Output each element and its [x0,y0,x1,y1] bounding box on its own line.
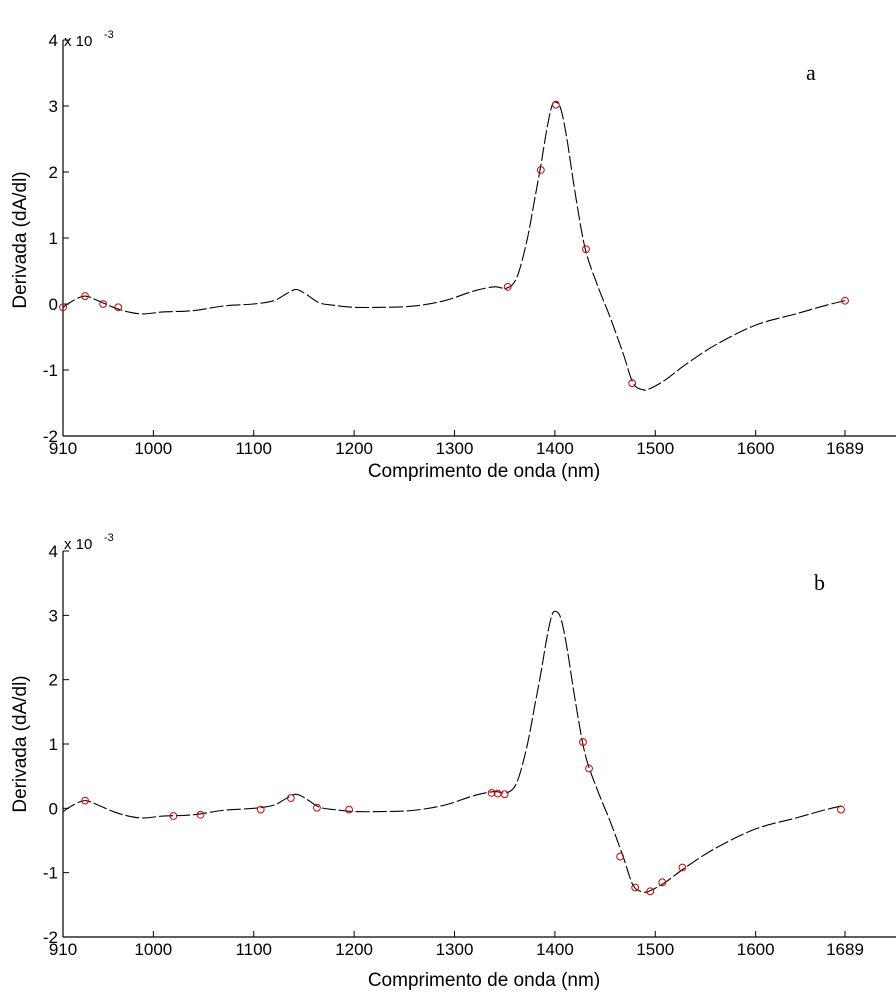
x-tick-label-a: 910 [49,439,77,458]
axes-a [62,40,896,437]
selected-point-b [81,796,89,805]
x-tick-label-b: 1200 [335,940,373,959]
x-tick-label-b: 1689 [826,940,864,959]
x-tick-label-b: 1600 [737,940,775,959]
ticks-a: -2 -1 0 1 2 3 4 910 1000 1100 1200 1300 1400 1500 1600… [43,31,864,458]
x-tick-label-a: 1100 [235,439,272,458]
x-tick-label-a: 1300 [436,439,474,458]
selected-point-a [841,296,849,305]
axes-b [62,551,896,938]
y-tick-label-a: 2 [49,163,58,182]
selected-point-b [313,803,321,812]
selected-point-a [628,379,637,388]
y-tick-label-b: 2 [49,671,58,690]
selected-point-b [256,805,265,814]
selected-point-b [646,887,655,896]
x-tick-label-a: 1200 [335,439,373,458]
selected-point-b [487,788,496,797]
y-multiplier-b: x 10 [64,536,92,553]
selected-point-b [345,805,353,814]
x-tick-label-b: 1400 [536,940,574,959]
x-tick-label-a: 1400 [536,439,574,458]
selected-point-a [99,300,108,308]
selected-point-b [678,863,687,872]
derivative-curve-a [62,101,846,391]
y-axis-label-a: Derivada (dA/dl) [10,171,31,308]
y-axis-label-b: Derivada (dA/dl) [10,675,31,812]
x-tick-label-a: 1600 [737,439,775,458]
selected-point-b [196,810,205,819]
y-tick-label-a: 3 [49,97,58,116]
selected-point-a [536,166,545,174]
y-tick-label-b: 4 [49,542,58,561]
selected-point-a [114,303,123,312]
derivative-curve-b [62,610,846,893]
selected-point-b [631,883,640,892]
x-tick-label-a: 1000 [134,439,172,458]
y-tick-label-a: 1 [49,229,58,248]
y-tick-label-a: 0 [49,295,58,314]
derivative-chart-b: x 10 -3 b Derivada (dA/dl) Comprimento d… [10,532,896,991]
x-tick-label-b: 1300 [436,940,474,959]
x-axis-label-b: Comprimento de onda (nm) [368,970,600,991]
selected-points-b [81,738,845,896]
x-tick-label-a: 1500 [636,439,674,458]
selected-point-b [286,794,295,802]
y-multiplier-exp-b: -3 [104,532,114,544]
panel-label-a: a [806,60,816,85]
panel-label-b: b [814,570,825,595]
y-tick-label-a: 4 [49,31,58,50]
selected-point-b [169,812,178,820]
selected-point-b [579,738,587,746]
selected-points-a [59,100,849,388]
y-tick-label-b: 1 [49,735,58,754]
y-multiplier-a: x 10 [64,33,92,50]
derivative-chart-a: x 10 -3 a Derivada (dA/dl) Comprimento d… [10,29,896,482]
y-tick-label-b: -1 [43,864,58,883]
selected-point-a [551,100,560,109]
y-tick-label-b: -2 [43,928,58,947]
ticks-b: -2 -1 0 1 2 3 4 910 1000 1100 1200 1300 1400 1500 1600… [43,542,864,959]
x-tick-label-a: 1689 [826,439,864,458]
y-multiplier-exp-a: -3 [104,29,114,41]
selected-point-a [59,303,67,312]
selected-point-b [500,790,509,799]
selected-point-a [503,282,512,291]
x-tick-label-b: 1100 [235,940,272,959]
selected-point-b [837,805,845,814]
selected-point-b [658,878,667,887]
y-tick-label-b: 0 [49,799,58,818]
y-tick-label-b: 3 [49,606,58,625]
selected-point-b [616,852,625,861]
selected-point-a [81,292,89,300]
x-tick-label-b: 1000 [134,940,172,959]
x-tick-label-b: 1500 [636,940,674,959]
selected-point-b [585,764,593,773]
y-tick-label-a: -2 [43,427,58,446]
x-axis-label-a: Comprimento de onda (nm) [368,461,600,482]
y-tick-label-a: -1 [43,361,58,380]
x-tick-label-b: 910 [49,940,77,959]
selected-point-a [582,245,590,254]
